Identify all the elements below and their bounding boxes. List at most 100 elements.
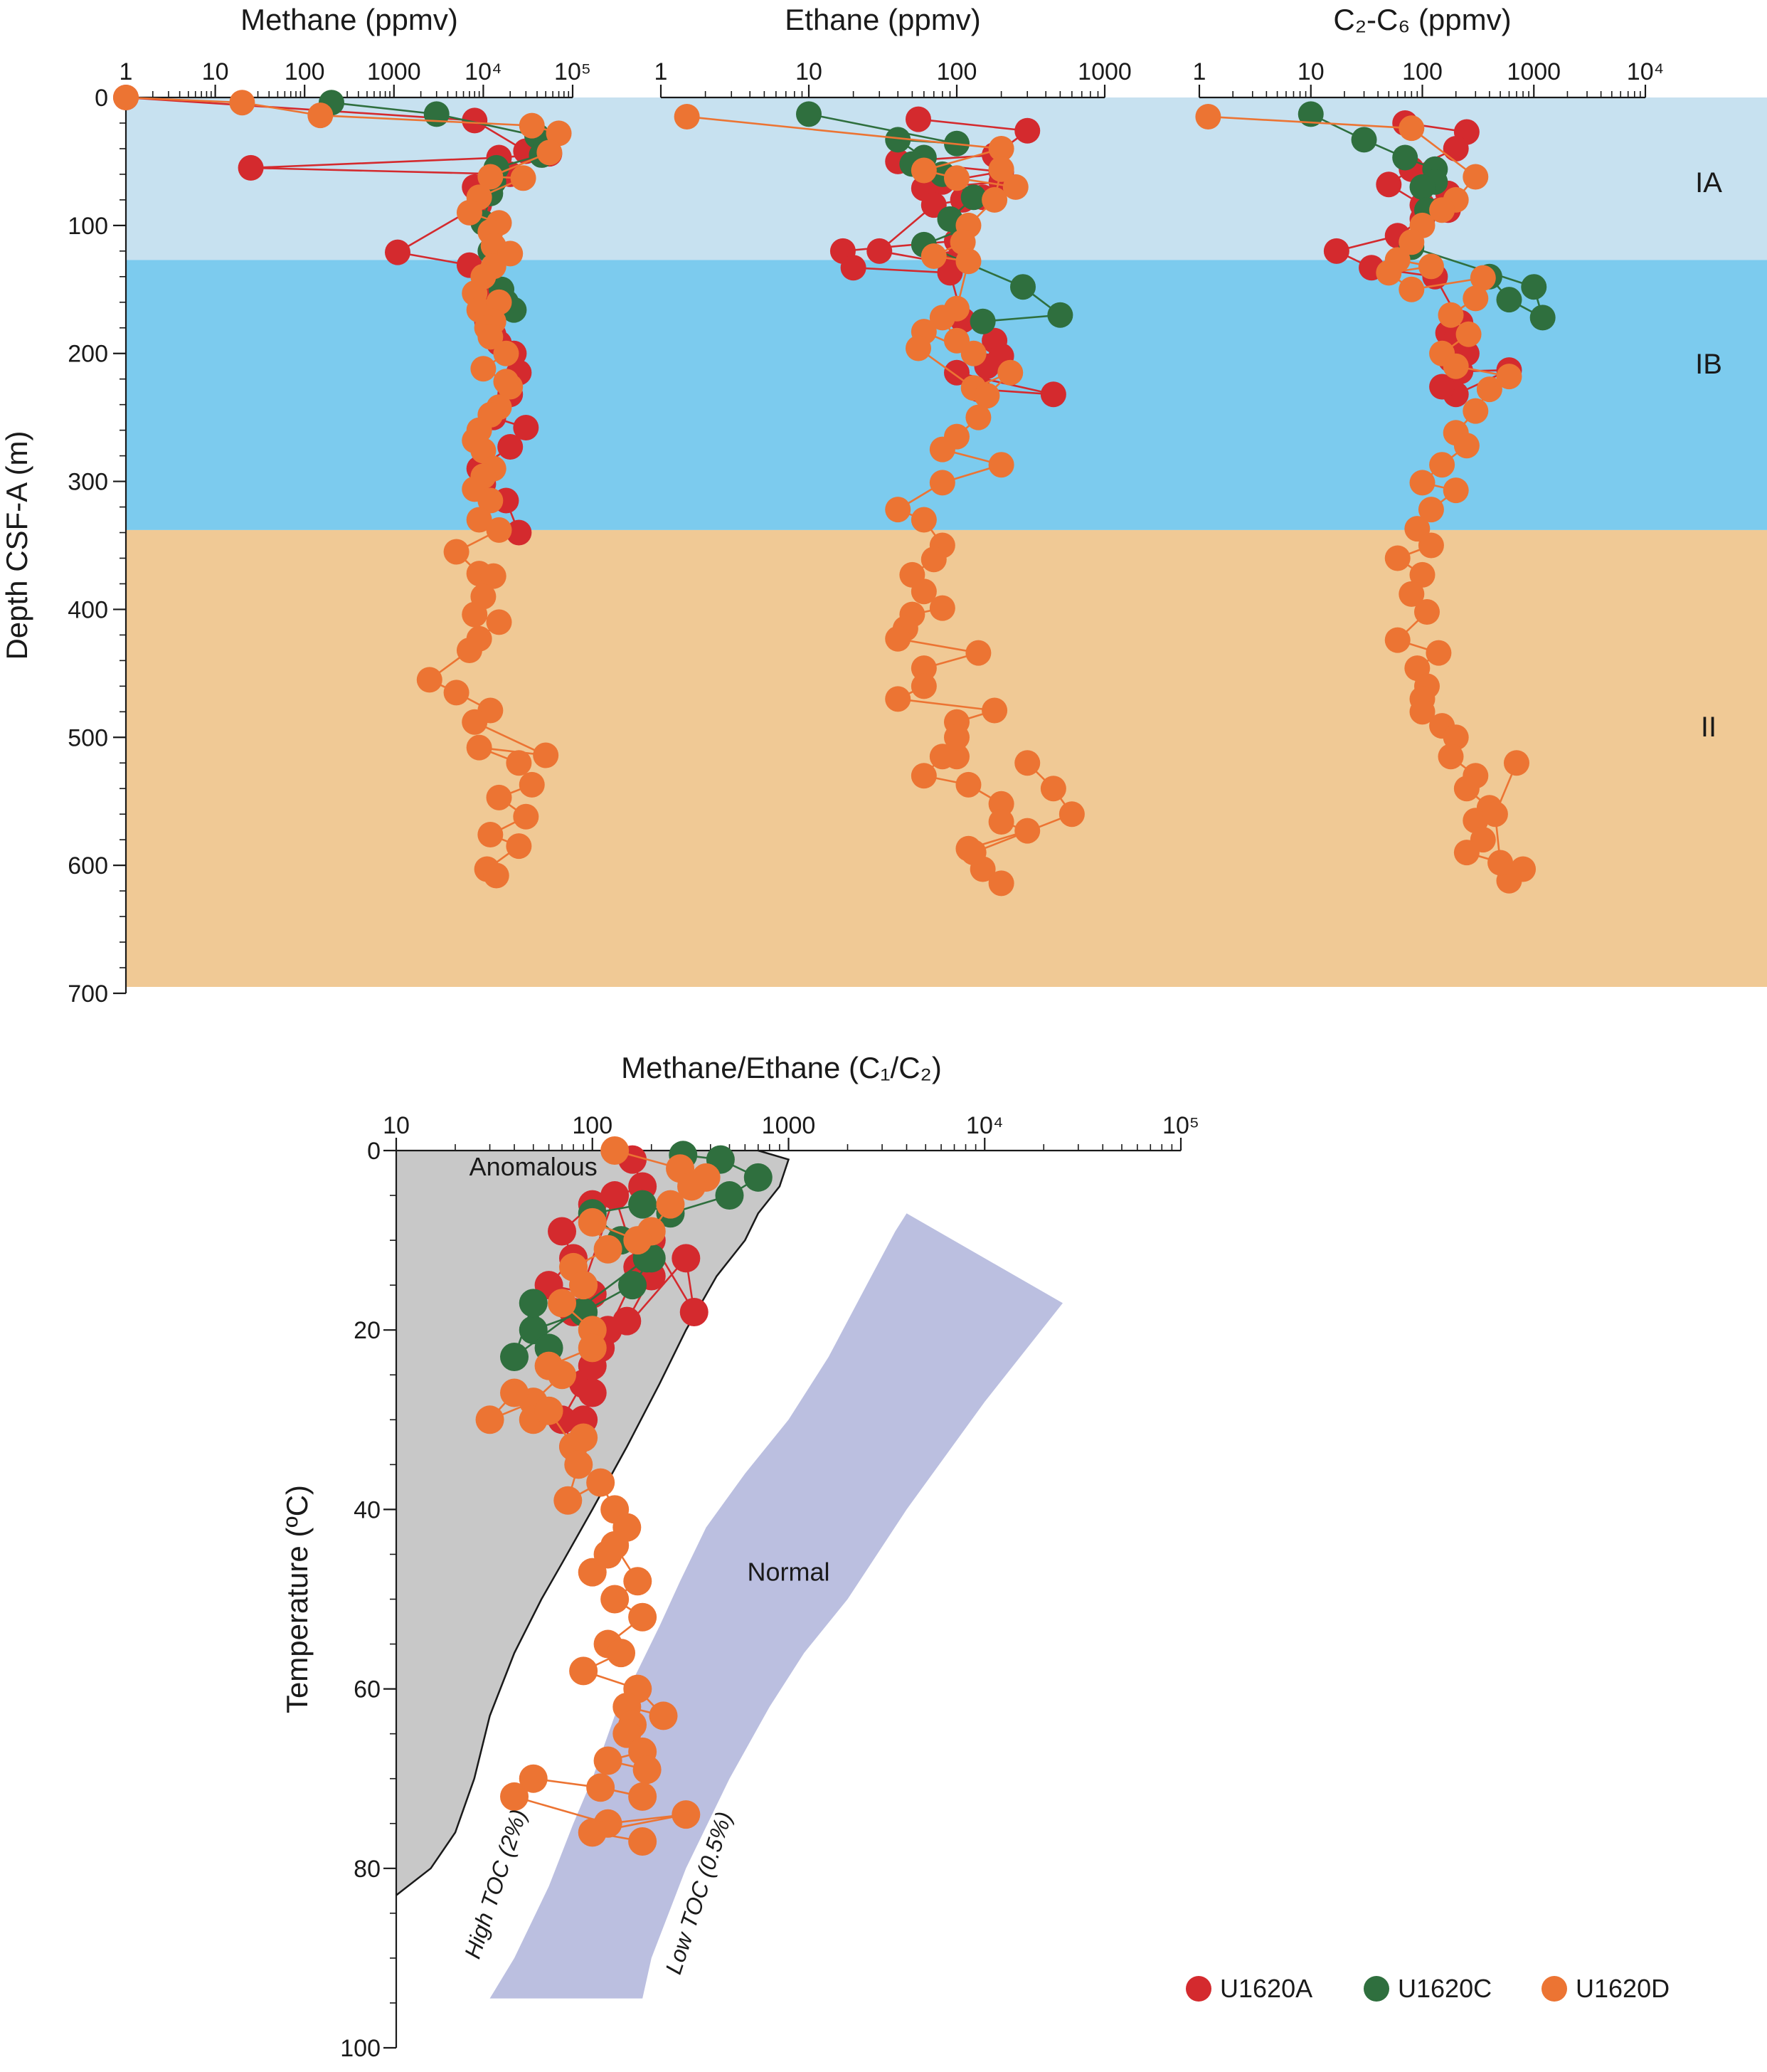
panel2-point-u1620d: [955, 771, 982, 798]
ratio-point-u1620c: [628, 1190, 657, 1219]
panel1-point-u1620d: [477, 164, 504, 190]
ratio-point-u1620d: [564, 1450, 593, 1479]
panel2-point-u1620d: [974, 383, 1000, 409]
ratio-point-u1620d: [578, 1558, 607, 1587]
panel2-point-u1620d: [1014, 818, 1041, 844]
panel1-point-u1620d: [470, 356, 497, 382]
ratio-point-u1620d: [475, 1405, 504, 1434]
panel2-point-u1620d: [885, 625, 911, 652]
x-tick-label: 10⁴: [1627, 58, 1664, 85]
y-tick-label: 600: [68, 852, 108, 879]
ratio-point-u1620d: [548, 1360, 577, 1390]
x-tick-label: 10: [795, 58, 822, 85]
panel3-point-u1620d: [1455, 321, 1482, 347]
panel3-point-u1620d: [1503, 750, 1529, 776]
panel3-point-u1620d: [1470, 265, 1496, 291]
panel3-point-u1620d: [1463, 808, 1489, 834]
panel2-point-u1620d: [911, 655, 937, 682]
x-tick-label: 1000: [367, 58, 421, 85]
panel3-point-u1620d: [1438, 744, 1464, 770]
ratio-point-u1620c: [500, 1343, 529, 1372]
unit-label-ia: IA: [1695, 167, 1722, 199]
y-tick-label: 0: [367, 1138, 381, 1165]
panel1-point-u1620d: [493, 340, 519, 366]
legend-label-u1620d: U1620D: [1576, 1974, 1670, 2003]
ratio-point-u1620d: [632, 1755, 662, 1785]
x-tick-label: 1: [120, 58, 133, 85]
ratio-point-u1620d: [600, 1136, 630, 1165]
unit-label-ii: II: [1701, 712, 1716, 743]
y-tick-label: 60: [354, 1676, 381, 1703]
panel2-point-u1620d: [1058, 801, 1085, 828]
panel3-point-u1620d: [1487, 850, 1514, 876]
panel2-point-u1620a: [1040, 381, 1066, 408]
panel2-point-u1620c: [1010, 274, 1036, 300]
panel3-point-u1620d: [1426, 640, 1452, 666]
high-toc-label: High TOC (2%): [460, 1806, 532, 1962]
ratio-point-u1620d: [534, 1396, 563, 1425]
x-tick-label: 100: [572, 1112, 612, 1139]
panel3-point-u1620a: [1376, 171, 1402, 198]
data-marks: [113, 85, 1556, 1856]
panel2-point-u1620d: [988, 808, 1014, 835]
x-tick-label: 10: [202, 58, 229, 85]
ratio-point-u1620d: [593, 1235, 622, 1264]
ratio-point-u1620a: [672, 1244, 701, 1273]
panel2-point-u1620d: [988, 452, 1014, 478]
ratio-point-u1620d: [649, 1701, 678, 1730]
panel1-point-u1620a: [513, 415, 539, 441]
ratio-point-u1620d: [600, 1531, 630, 1560]
panel1-point-u1620a: [497, 434, 524, 460]
ratio-point-u1620d: [593, 1746, 622, 1775]
panel1-point-u1620d: [486, 609, 512, 635]
panel1-point-u1620d: [486, 784, 512, 810]
panel1-point-u1620d: [443, 680, 469, 706]
ratio-point-u1620d: [672, 1800, 701, 1829]
ratio-point-u1620d: [578, 1207, 607, 1237]
ratio-point-u1620d: [677, 1172, 706, 1201]
panel2-point-u1620d: [955, 248, 982, 275]
panel2-point-u1620d: [965, 404, 992, 430]
panel2-point-u1620d: [988, 870, 1014, 897]
panel1-point-u1620d: [513, 803, 539, 830]
panel2-point-u1620c: [885, 127, 911, 153]
panel2-point-u1620d: [1040, 776, 1066, 802]
legend-label-u1620c: U1620C: [1398, 1974, 1492, 2003]
panel2-point-u1620d: [1014, 750, 1041, 776]
panel2-point-u1620d: [950, 229, 976, 255]
panel-title: Methane/Ethane (C₁/C₂): [621, 1051, 942, 1084]
panel1-point-u1620d: [416, 667, 442, 693]
panel3-point-u1620d: [1413, 599, 1440, 625]
panel2-point-u1620d: [911, 763, 937, 789]
panel3-point-u1620c: [1392, 144, 1418, 171]
ratio-point-u1620a: [548, 1217, 577, 1246]
panel2-point-u1620d: [965, 640, 992, 666]
panel1-point-u1620d: [497, 374, 524, 400]
panel3-point-u1620d: [1453, 776, 1480, 802]
panel3-point-u1620d: [1409, 561, 1436, 588]
ratio-point-u1620c: [715, 1181, 744, 1210]
ratio-point-u1620c: [743, 1163, 773, 1192]
unit-label-ib: IB: [1695, 349, 1722, 380]
panel1-point-u1620d: [506, 833, 532, 860]
x-tick-label: 100: [1402, 58, 1443, 85]
panel2-point-u1620d: [944, 724, 970, 751]
panel3-point-u1620d: [1443, 477, 1469, 504]
panel3-point-u1620d: [1463, 398, 1489, 424]
panel2-point-u1620d: [911, 578, 937, 605]
panel2-point-u1620d: [929, 470, 955, 496]
panel2-point-u1620a: [905, 106, 931, 132]
panel3-point-u1620a: [1443, 135, 1469, 162]
x-tick-label: 10⁵: [554, 58, 591, 85]
panel2-point-u1620c: [970, 308, 996, 334]
panel1-point-u1620a: [462, 107, 488, 134]
panel-title: Methane (ppmv): [240, 3, 458, 36]
panel3-point-u1620d: [1443, 353, 1469, 379]
panel3-point-u1620d: [1399, 115, 1425, 142]
panel1-point-u1620d: [483, 862, 509, 889]
panel2-point-u1620d: [944, 165, 970, 191]
panel2-point-u1620c: [1047, 302, 1073, 328]
ratio-point-u1620d: [519, 1764, 548, 1793]
panel3-point-u1620d: [1453, 433, 1480, 459]
